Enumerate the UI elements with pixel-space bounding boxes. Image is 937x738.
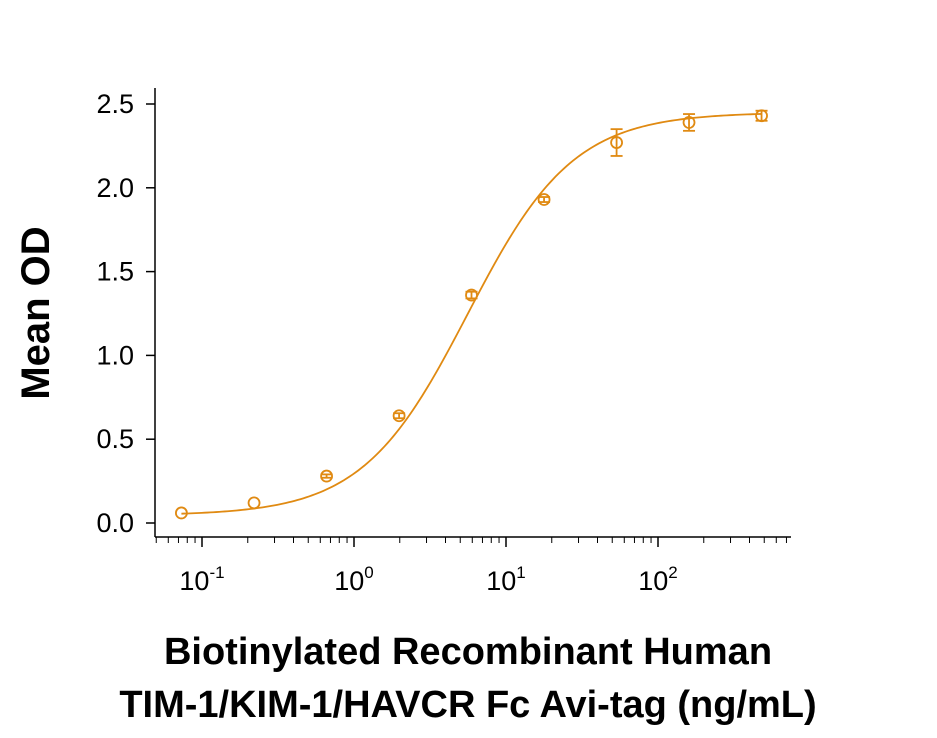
data-point xyxy=(537,193,551,206)
y-tick-label: 1.5 xyxy=(96,257,134,287)
data-point xyxy=(392,409,406,423)
y-tick-label: 2.5 xyxy=(96,89,134,119)
x-tick-label: 100 xyxy=(334,563,374,596)
data-point xyxy=(320,469,333,483)
data-point xyxy=(682,116,696,129)
y-axis: 0.0 0.5 1.0 1.5 2.0 2.5 xyxy=(96,88,156,538)
x-axis-label-line-1: Biotinylated Recombinant Human xyxy=(164,631,772,673)
data-point xyxy=(610,136,623,149)
data-point xyxy=(755,109,768,123)
plot-area xyxy=(175,109,768,520)
y-tick-label: 0.5 xyxy=(96,424,134,454)
data-point xyxy=(465,288,478,302)
y-tick-label: 1.0 xyxy=(96,340,134,370)
y-axis-label: Mean OD xyxy=(14,226,58,399)
x-tick-label: 10-1 xyxy=(179,563,224,596)
fit-curve xyxy=(181,113,762,515)
x-tick-label: 102 xyxy=(638,563,678,596)
y-tick-label: 0.0 xyxy=(96,508,134,538)
data-point xyxy=(175,506,188,520)
data-point xyxy=(247,496,261,510)
x-tick-label: 101 xyxy=(486,563,526,596)
y-tick-label: 2.0 xyxy=(96,173,134,203)
x-ticks: 10-1 100 101 102 xyxy=(155,537,787,596)
x-axis: 10-1 100 101 102 xyxy=(155,536,791,596)
y-ticks: 0.0 0.5 1.0 1.5 2.0 2.5 xyxy=(96,89,155,538)
x-axis-label-line-2: TIM-1/KIM-1/HAVCR Fc Avi-tag (ng/mL) xyxy=(119,684,816,726)
